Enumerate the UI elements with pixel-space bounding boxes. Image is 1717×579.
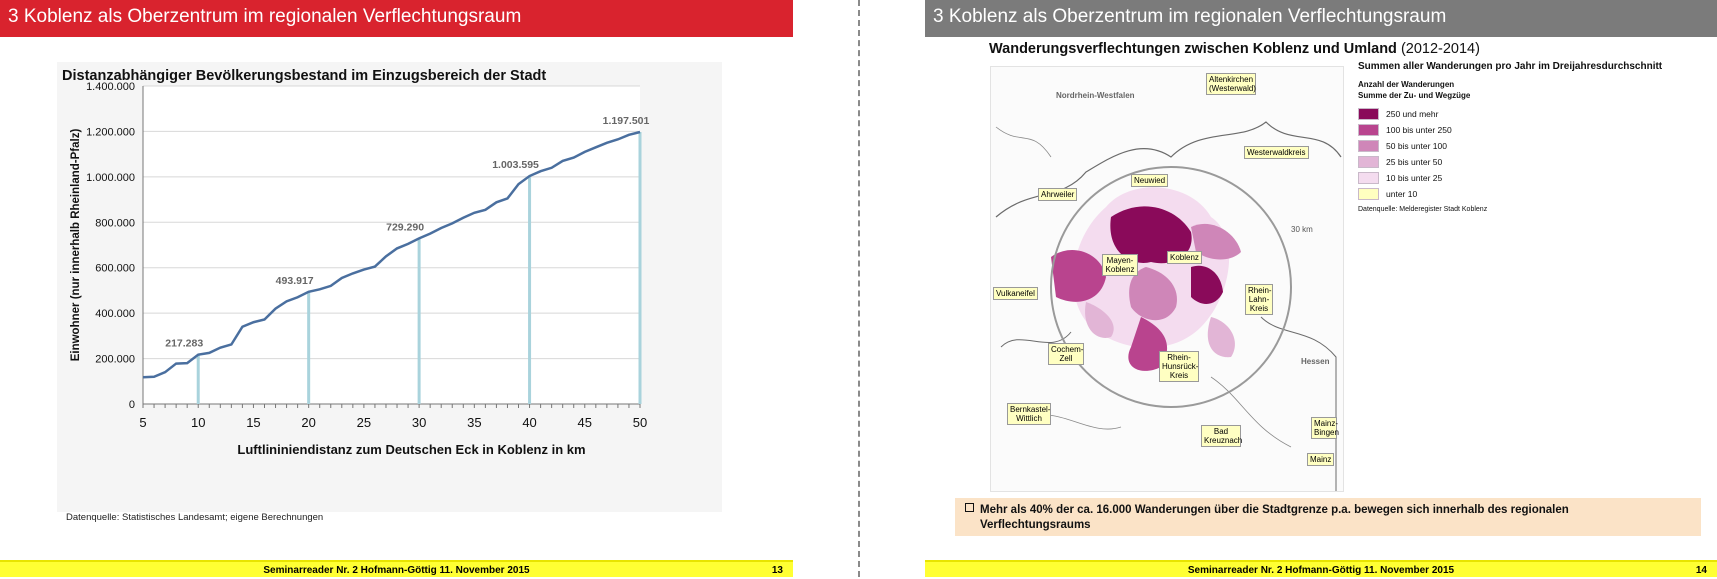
- plot-area: [143, 86, 640, 404]
- label-rhein-lahn: Rhein-Lahn-Kreis: [1245, 284, 1273, 315]
- legend-swatch: [1358, 172, 1379, 184]
- legend-label: 50 bis unter 100: [1386, 141, 1447, 151]
- page-number: 13: [771, 565, 783, 576]
- map-title-years: (2012-2014): [1400, 41, 1480, 57]
- legend-swatch: [1358, 188, 1379, 200]
- label-bernkastel: Bernkastel-Wittlich: [1007, 403, 1051, 425]
- legend-swatch: [1358, 156, 1379, 168]
- map-legend: Summen aller Wanderungen pro Jahr im Dre…: [1358, 61, 1662, 213]
- data-label: 729.290: [386, 221, 424, 233]
- y-tick-label: 200.000: [95, 354, 135, 366]
- x-tick-label: 45: [578, 415, 592, 430]
- slide-13: 3 Koblenz als Oberzentrum im regionalen …: [0, 0, 793, 577]
- slide-header: 3 Koblenz als Oberzentrum im regionalen …: [0, 0, 793, 37]
- legend-item: 50 bis unter 100: [1358, 138, 1662, 154]
- legend-item: 100 bis unter 250: [1358, 122, 1662, 138]
- legend-label: unter 10: [1386, 189, 1418, 199]
- label-mainz-bingen: Mainz-Bingen: [1311, 417, 1339, 439]
- footer-text: Seminarreader Nr. 2 Hofmann-Göttig 11. N…: [1187, 565, 1455, 576]
- legend-item: 25 bis unter 50: [1358, 154, 1662, 170]
- label-ahrweiler: Ahrweiler: [1038, 188, 1078, 201]
- slide-14: 3 Koblenz als Oberzentrum im regionalen …: [925, 0, 1717, 577]
- page-divider: [858, 0, 860, 577]
- slide-header: 3 Koblenz als Oberzentrum im regionalen …: [925, 0, 1717, 37]
- y-tick-label: 1.400.000: [86, 81, 135, 93]
- legend-swatch: [1358, 140, 1379, 152]
- slide-footer: Seminarreader Nr. 2 Hofmann-Göttig 11. N…: [0, 560, 793, 577]
- legend-label: 25 bis unter 50: [1386, 157, 1443, 167]
- map-title-main: Wanderungsverflechtungen zwischen Koblen…: [989, 41, 1397, 57]
- label-cochem: Cochem-Zell: [1048, 343, 1084, 365]
- label-radius: 30 km: [1291, 225, 1313, 234]
- legend-items: 250 und mehr 100 bis unter 250 50 bis unte…: [1358, 106, 1662, 202]
- x-axis-title: Luftlininiendistanz zum Deutschen Eck in…: [237, 442, 585, 457]
- y-tick-label: 1.000.000: [86, 172, 135, 184]
- label-hessen: Hessen: [1301, 357, 1330, 366]
- label-nrw: Nordrhein-Westfalen: [1056, 91, 1135, 100]
- x-tick-label: 30: [412, 415, 426, 430]
- map-title: Wanderungsverflechtungen zwischen Koblen…: [989, 41, 1480, 57]
- label-altenkirchen: Altenkirchen (Westerwald): [1206, 73, 1256, 95]
- bullet-text: Mehr als 40% der ca. 16.000 Wanderungen …: [965, 503, 1685, 533]
- x-tick-label: 40: [522, 415, 536, 430]
- legend-item: 10 bis unter 25: [1358, 170, 1662, 186]
- label-rhein-hunsrueck: Rhein-Hunsrück-Kreis: [1159, 351, 1199, 382]
- x-tick-label: 20: [301, 415, 315, 430]
- x-tick-label: 5: [139, 415, 146, 430]
- legend-title: Summen aller Wanderungen pro Jahr im Dre…: [1358, 61, 1663, 72]
- series-line: [142, 130, 641, 379]
- data-label: 1.003.595: [492, 159, 539, 171]
- label-mayen: Mayen-Koblenz: [1102, 254, 1138, 276]
- label-koblenz: Koblenz: [1167, 251, 1202, 264]
- population-chart: 0 200.000 400.000 600.000 800.000 1.000.000 1.…: [70, 81, 650, 457]
- y-tick-label: 1.200.000: [86, 126, 135, 138]
- x-tick-label: 25: [357, 415, 371, 430]
- legend-item: 250 und mehr: [1358, 106, 1662, 122]
- bullet-line-2: Verflechtungsraums: [980, 519, 1091, 531]
- label-mainz-outer: Mainz: [1307, 453, 1335, 466]
- label-bad-kreuznach: Bad Kreuznach: [1201, 425, 1242, 447]
- y-axis-title: Einwohner (nur innerhalb Rheinland-Pfalz…: [70, 129, 82, 362]
- label-westerwaldkreis: Westerwaldkreis: [1244, 146, 1309, 159]
- bullet-box: [955, 498, 1701, 536]
- chart-title: Distanzabhängiger Bevölkerungsbestand im…: [62, 68, 547, 84]
- y-tick-label: 400.000: [95, 308, 135, 320]
- legend-source: Datenquelle: Melderegister Stadt Koblenz: [1358, 206, 1488, 213]
- x-tick-label: 10: [191, 415, 205, 430]
- y-tick-label: 0: [129, 399, 135, 411]
- legend-label: 250 und mehr: [1386, 109, 1439, 119]
- bullet-square-icon: [965, 503, 974, 512]
- legend-subtitle-2: Summe der Zu- und Wegzüge: [1358, 91, 1471, 100]
- data-label: 1.197.501: [603, 115, 650, 127]
- migration-map: Nordrhein-Westfalen Altenkirchen (Wester…: [990, 66, 1344, 492]
- data-label: 217.283: [165, 338, 203, 350]
- footer-text: Seminarreader Nr. 2 Hofmann-Göttig 11. N…: [263, 565, 530, 576]
- label-vulkaneifel: Vulkaneifel: [993, 287, 1038, 300]
- legend-label: 100 bis unter 250: [1386, 125, 1452, 135]
- data-label: 493.917: [276, 275, 314, 287]
- bullet-line-1: Mehr als 40% der ca. 16.000 Wanderungen …: [980, 504, 1569, 516]
- x-tick-label: 50: [633, 415, 647, 430]
- slide-footer: Seminarreader Nr. 2 Hofmann-Göttig 11. N…: [925, 560, 1717, 577]
- legend-swatch: [1358, 124, 1379, 136]
- label-neuwied: Neuwied: [1131, 174, 1169, 187]
- legend-swatch: [1358, 108, 1379, 120]
- legend-label: 10 bis unter 25: [1386, 173, 1443, 183]
- y-tick-label: 600.000: [95, 263, 135, 275]
- x-tick-label: 15: [246, 415, 260, 430]
- legend-subtitle-1: Anzahl der Wanderungen: [1358, 80, 1455, 89]
- legend-item: unter 10: [1358, 186, 1662, 202]
- data-source: Datenquelle: Statistisches Landesamt; ei…: [66, 512, 324, 523]
- page-number: 14: [1695, 565, 1707, 576]
- x-tick-label: 35: [467, 415, 481, 430]
- y-tick-label: 800.000: [95, 217, 135, 229]
- map-graphic: [995, 121, 1342, 491]
